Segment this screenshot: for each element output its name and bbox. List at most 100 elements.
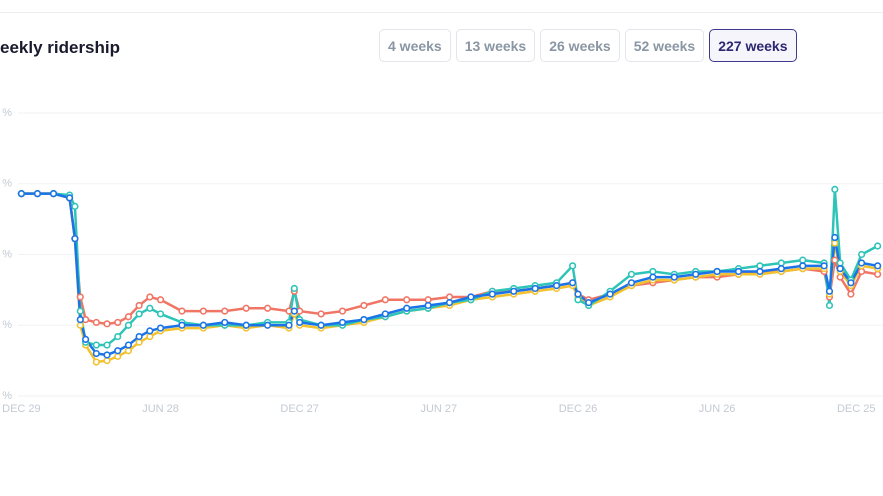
data-point bbox=[221, 318, 229, 327]
data-point bbox=[734, 267, 743, 276]
data-point bbox=[135, 301, 143, 310]
x-tick-label: JUN 27 bbox=[420, 403, 457, 415]
data-point bbox=[847, 290, 855, 298]
data-point bbox=[49, 190, 58, 198]
data-point bbox=[799, 262, 807, 270]
data-point bbox=[156, 296, 165, 304]
data-point bbox=[82, 335, 90, 344]
data-point bbox=[799, 256, 807, 264]
data-point bbox=[71, 202, 79, 210]
data-point bbox=[756, 262, 764, 270]
data-point bbox=[857, 267, 866, 276]
data-point bbox=[831, 239, 839, 247]
data-point bbox=[65, 194, 74, 202]
data-point bbox=[857, 259, 866, 267]
data-point bbox=[874, 270, 882, 278]
data-point bbox=[199, 307, 207, 315]
data-point bbox=[360, 315, 368, 324]
data-point bbox=[574, 290, 582, 298]
data-point bbox=[627, 270, 636, 278]
data-point bbox=[263, 304, 272, 312]
data-point bbox=[242, 321, 250, 329]
y-tick-label: % bbox=[2, 107, 12, 119]
data-point bbox=[76, 293, 84, 301]
data-point bbox=[76, 315, 84, 324]
data-point bbox=[831, 185, 839, 194]
data-point bbox=[71, 235, 79, 243]
data-point bbox=[178, 321, 186, 329]
data-point bbox=[777, 265, 785, 273]
data-point bbox=[114, 318, 122, 327]
data-point bbox=[124, 321, 133, 329]
data-point bbox=[290, 307, 298, 315]
series-line bbox=[21, 188, 879, 347]
data-point bbox=[585, 299, 593, 307]
data-point bbox=[825, 287, 834, 295]
divider bbox=[0, 12, 883, 13]
x-tick-label: DEC 26 bbox=[559, 403, 598, 415]
data-point bbox=[831, 256, 839, 264]
data-point bbox=[146, 332, 154, 341]
data-point bbox=[114, 332, 122, 341]
data-point bbox=[92, 318, 100, 327]
data-point bbox=[692, 270, 700, 278]
data-point bbox=[290, 284, 298, 293]
data-point bbox=[103, 341, 111, 349]
range-button[interactable]: 227 weeks bbox=[709, 29, 797, 62]
data-point bbox=[92, 349, 100, 358]
data-point bbox=[92, 341, 100, 349]
data-point bbox=[103, 357, 111, 365]
data-point bbox=[146, 293, 154, 301]
range-button[interactable]: 52 weeks bbox=[624, 29, 705, 62]
data-point bbox=[531, 284, 539, 293]
data-point bbox=[424, 301, 432, 310]
data-point bbox=[627, 279, 636, 287]
data-point bbox=[76, 307, 84, 315]
data-point bbox=[135, 310, 143, 318]
data-point bbox=[285, 321, 293, 329]
range-button[interactable]: 26 weeks bbox=[540, 29, 620, 62]
data-point bbox=[777, 259, 785, 267]
data-point bbox=[874, 242, 882, 250]
data-point bbox=[857, 250, 866, 259]
data-point bbox=[296, 318, 304, 327]
data-point bbox=[114, 347, 122, 355]
data-point bbox=[381, 296, 389, 304]
range-button[interactable]: 4 weeks bbox=[379, 29, 451, 62]
data-point bbox=[92, 358, 100, 366]
data-point bbox=[467, 293, 475, 301]
data-point bbox=[317, 310, 325, 318]
data-point bbox=[756, 267, 764, 276]
data-point bbox=[445, 293, 454, 301]
data-point bbox=[713, 267, 721, 276]
data-point bbox=[156, 324, 165, 332]
data-point bbox=[825, 301, 834, 310]
data-point bbox=[263, 321, 272, 329]
data-point bbox=[403, 296, 411, 304]
data-point bbox=[76, 321, 84, 329]
y-tick-label: % bbox=[2, 178, 12, 190]
data-point bbox=[836, 273, 844, 281]
data-point bbox=[569, 279, 577, 287]
data-point bbox=[424, 296, 432, 304]
data-point bbox=[403, 304, 411, 312]
data-point bbox=[33, 190, 42, 198]
y-tick-label: % bbox=[2, 248, 12, 260]
data-point bbox=[124, 347, 133, 355]
data-point bbox=[156, 310, 165, 318]
data-point bbox=[569, 262, 577, 270]
data-point bbox=[670, 273, 678, 281]
range-button[interactable]: 13 weeks bbox=[455, 29, 536, 62]
x-tick-label: DEC 27 bbox=[280, 403, 319, 415]
data-point bbox=[847, 279, 855, 287]
data-point bbox=[831, 233, 839, 242]
data-point bbox=[242, 304, 250, 312]
data-point bbox=[199, 321, 207, 329]
data-point bbox=[338, 318, 347, 327]
data-point bbox=[649, 273, 657, 281]
data-point bbox=[178, 307, 186, 315]
x-tick-label: DEC 25 bbox=[837, 403, 876, 415]
x-tick-label: JUN 26 bbox=[699, 403, 736, 415]
